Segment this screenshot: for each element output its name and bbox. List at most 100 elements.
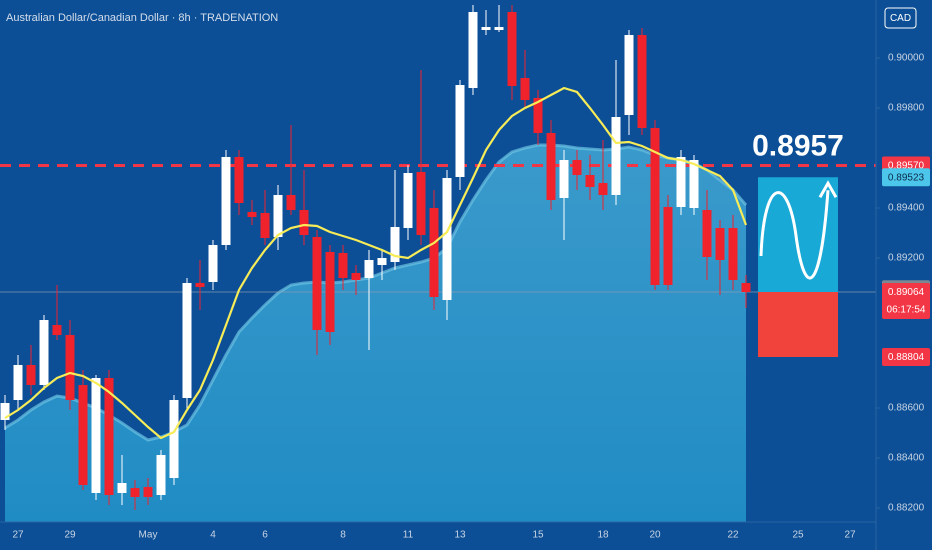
price-badge (882, 283, 930, 319)
candle-body (416, 172, 426, 235)
x-tick-label: 20 (649, 530, 661, 541)
candle-body (689, 160, 699, 208)
candle-body (455, 85, 465, 177)
x-tick-label: 27 (12, 530, 24, 541)
candle-body (39, 320, 49, 385)
candle-body (182, 283, 192, 398)
candle-body (143, 487, 153, 497)
candle-body (715, 228, 725, 260)
x-tick-label: 8 (340, 530, 346, 541)
candle-body (13, 365, 23, 400)
candle-body (429, 208, 439, 297)
candle-body (338, 253, 348, 278)
plot-area (0, 5, 876, 522)
candle-body (260, 213, 270, 238)
ema-line (4, 86, 748, 440)
candle-body (247, 212, 257, 217)
candle-body (650, 128, 660, 285)
price-badge (882, 168, 930, 187)
candle-body (728, 228, 738, 280)
candle-body (117, 483, 127, 493)
x-tick-label: 27 (844, 530, 856, 541)
price-badge-label: 0.89523 (888, 172, 925, 183)
y-tick-label: 0.88600 (888, 403, 925, 414)
x-tick-label: 15 (532, 530, 544, 541)
candle-body (442, 178, 452, 300)
candle-body (208, 245, 218, 282)
y-tick-label: 0.88400 (888, 453, 925, 464)
target-zone (758, 177, 838, 292)
candle-body (312, 237, 322, 330)
candle-body (351, 273, 361, 280)
y-tick-label: 0.89800 (888, 103, 925, 114)
wave-arrow (759, 190, 830, 280)
price-badge-label: 0.89064 (888, 287, 925, 298)
x-tick-label: 25 (792, 530, 804, 541)
x-tick-label: 22 (727, 530, 739, 541)
candle-body (91, 378, 101, 493)
stop-zone (758, 292, 838, 357)
candle-body (468, 12, 478, 88)
candle-body (390, 227, 400, 262)
candle-body (377, 258, 387, 265)
candle-body (598, 183, 608, 195)
candle-body (481, 27, 491, 30)
currency-badge[interactable] (884, 7, 917, 29)
candle-body (624, 35, 634, 115)
candle-body (65, 335, 75, 400)
candle-body (494, 27, 504, 30)
candle-body (78, 385, 88, 485)
candle-body (663, 207, 673, 285)
candle-body (364, 260, 374, 278)
x-tick-label: 11 (403, 530, 414, 541)
x-tick-label: 6 (262, 530, 268, 541)
candle-body (234, 157, 244, 203)
candle-body (286, 195, 296, 210)
candle-body (273, 195, 283, 237)
x-tick-label: 13 (454, 530, 466, 541)
area-edge (4, 143, 748, 442)
candle-body (325, 252, 335, 332)
candle-body (611, 117, 621, 195)
chart-title: Australian Dollar/Canadian Dollar · 8h ·… (6, 12, 278, 24)
candle-body (104, 378, 114, 495)
x-tick-label: 18 (597, 530, 609, 541)
x-tick-label: 29 (64, 530, 76, 541)
candle-body (26, 365, 36, 385)
candle-body (572, 160, 582, 175)
y-tick-label: 0.90000 (888, 53, 925, 64)
candle-body (195, 283, 205, 287)
candle-body (221, 157, 231, 245)
candle-body (520, 78, 530, 100)
y-tick-label: 0.89400 (888, 203, 925, 214)
target-annotation: 0.8957 (752, 129, 844, 162)
price-badge-label: 0.88804 (888, 352, 925, 363)
candle-body (546, 133, 556, 200)
candle-body (299, 210, 309, 235)
area-gradient (5, 145, 746, 522)
x-tick-label: 4 (210, 530, 216, 541)
price-badge (882, 348, 930, 366)
candle-body (507, 12, 517, 86)
candle-body (741, 283, 751, 292)
candle-body (403, 173, 413, 228)
candle-body (533, 98, 543, 133)
candle-body (585, 175, 595, 187)
candle-body (156, 455, 166, 495)
y-tick-label: 0.89200 (888, 253, 925, 264)
candle-body (637, 35, 647, 128)
wave-arrow-head (818, 180, 838, 198)
candle-body (52, 325, 62, 335)
candle-body (676, 157, 686, 207)
countdown-label: 06:17:54 (887, 305, 926, 316)
currency-label[interactable]: CAD (890, 13, 911, 24)
y-tick-label: 0.88200 (888, 503, 925, 514)
candle-body (130, 488, 140, 497)
candle-body (0, 403, 10, 420)
x-tick-label: May (139, 530, 158, 541)
candle-body (702, 210, 712, 257)
candle-body (169, 400, 179, 478)
price-badge-label: 0.89570 (888, 161, 925, 172)
